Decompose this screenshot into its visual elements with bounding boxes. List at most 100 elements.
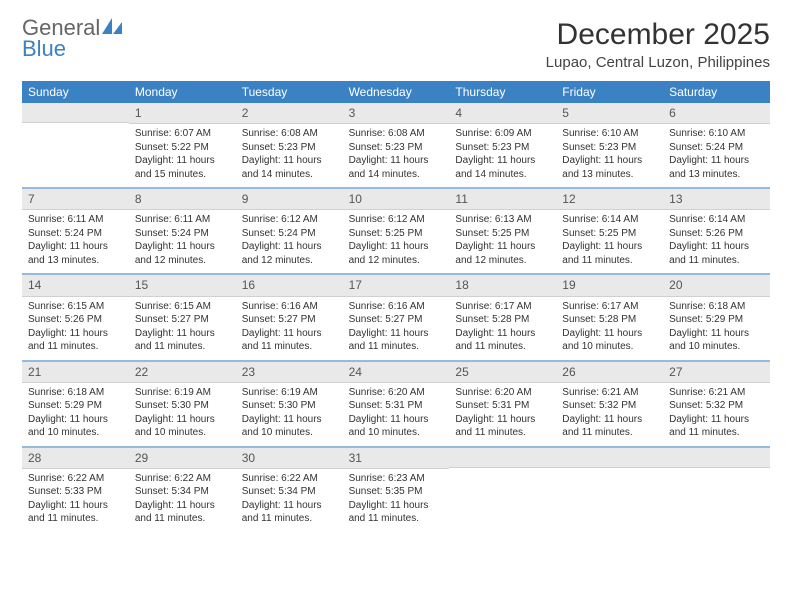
day-day1: Daylight: 11 hours: [28, 240, 123, 254]
day-day2: and 11 minutes.: [242, 340, 337, 354]
day-sunrise: Sunrise: 6:15 AM: [135, 300, 230, 314]
day-day2: and 11 minutes.: [669, 426, 764, 440]
day-cell: 9Sunrise: 6:12 AMSunset: 5:24 PMDaylight…: [236, 189, 343, 273]
day-sunset: Sunset: 5:24 PM: [28, 227, 123, 241]
day-day2: and 13 minutes.: [28, 254, 123, 268]
week-separator: [22, 273, 770, 275]
day-number: 9: [236, 189, 343, 210]
day-number: 8: [129, 189, 236, 210]
day-sunrise: Sunrise: 6:21 AM: [669, 386, 764, 400]
week-row: 21Sunrise: 6:18 AMSunset: 5:29 PMDayligh…: [22, 362, 770, 446]
day-sunrise: Sunrise: 6:09 AM: [455, 127, 550, 141]
day-sunset: Sunset: 5:22 PM: [135, 141, 230, 155]
day-sunrise: Sunrise: 6:23 AM: [349, 472, 444, 486]
day-day1: Daylight: 11 hours: [349, 413, 444, 427]
day-day1: Daylight: 11 hours: [455, 154, 550, 168]
day-number: 12: [556, 189, 663, 210]
day-sunrise: Sunrise: 6:12 AM: [349, 213, 444, 227]
day-body: Sunrise: 6:09 AMSunset: 5:23 PMDaylight:…: [449, 124, 556, 187]
day-body: Sunrise: 6:20 AMSunset: 5:31 PMDaylight:…: [449, 383, 556, 446]
weekday-header-row: Sunday Monday Tuesday Wednesday Thursday…: [22, 81, 770, 103]
day-sunset: Sunset: 5:23 PM: [242, 141, 337, 155]
day-day2: and 14 minutes.: [455, 168, 550, 182]
day-day1: Daylight: 11 hours: [242, 327, 337, 341]
day-cell: 16Sunrise: 6:16 AMSunset: 5:27 PMDayligh…: [236, 275, 343, 359]
day-sunset: Sunset: 5:27 PM: [349, 313, 444, 327]
logo-text-blue: Blue: [22, 36, 66, 61]
day-sunrise: Sunrise: 6:22 AM: [242, 472, 337, 486]
day-sunrise: Sunrise: 6:07 AM: [135, 127, 230, 141]
day-day1: Daylight: 11 hours: [562, 154, 657, 168]
day-body: Sunrise: 6:11 AMSunset: 5:24 PMDaylight:…: [22, 210, 129, 273]
day-cell: 6Sunrise: 6:10 AMSunset: 5:24 PMDaylight…: [663, 103, 770, 187]
day-body: Sunrise: 6:15 AMSunset: 5:27 PMDaylight:…: [129, 297, 236, 360]
day-day2: and 11 minutes.: [455, 340, 550, 354]
day-day1: Daylight: 11 hours: [135, 413, 230, 427]
day-sunset: Sunset: 5:28 PM: [562, 313, 657, 327]
day-cell: 26Sunrise: 6:21 AMSunset: 5:32 PMDayligh…: [556, 362, 663, 446]
day-sunset: Sunset: 5:23 PM: [349, 141, 444, 155]
day-number: 15: [129, 275, 236, 296]
day-sunrise: Sunrise: 6:08 AM: [242, 127, 337, 141]
day-sunrise: Sunrise: 6:17 AM: [455, 300, 550, 314]
month-title: December 2025: [546, 18, 770, 52]
day-sunrise: Sunrise: 6:10 AM: [669, 127, 764, 141]
day-number: 28: [22, 448, 129, 469]
day-number: 23: [236, 362, 343, 383]
title-block: December 2025 Lupao, Central Luzon, Phil…: [546, 18, 770, 71]
day-day2: and 11 minutes.: [455, 426, 550, 440]
day-body: Sunrise: 6:21 AMSunset: 5:32 PMDaylight:…: [663, 383, 770, 446]
day-number: 6: [663, 103, 770, 124]
day-sunrise: Sunrise: 6:14 AM: [669, 213, 764, 227]
day-day1: Daylight: 11 hours: [242, 413, 337, 427]
week-row: 14Sunrise: 6:15 AMSunset: 5:26 PMDayligh…: [22, 275, 770, 359]
day-number: 14: [22, 275, 129, 296]
day-cell: 31Sunrise: 6:23 AMSunset: 5:35 PMDayligh…: [343, 448, 450, 532]
day-cell: 14Sunrise: 6:15 AMSunset: 5:26 PMDayligh…: [22, 275, 129, 359]
day-day2: and 11 minutes.: [242, 512, 337, 526]
day-cell: 8Sunrise: 6:11 AMSunset: 5:24 PMDaylight…: [129, 189, 236, 273]
day-day1: Daylight: 11 hours: [669, 413, 764, 427]
day-cell: 10Sunrise: 6:12 AMSunset: 5:25 PMDayligh…: [343, 189, 450, 273]
day-day1: Daylight: 11 hours: [562, 327, 657, 341]
day-day2: and 11 minutes.: [135, 340, 230, 354]
day-body: Sunrise: 6:14 AMSunset: 5:25 PMDaylight:…: [556, 210, 663, 273]
weekday-header: Saturday: [663, 81, 770, 103]
weekday-header: Tuesday: [236, 81, 343, 103]
day-body: Sunrise: 6:18 AMSunset: 5:29 PMDaylight:…: [22, 383, 129, 446]
day-day1: Daylight: 11 hours: [28, 413, 123, 427]
day-sunset: Sunset: 5:27 PM: [242, 313, 337, 327]
day-number: 2: [236, 103, 343, 124]
day-body: Sunrise: 6:22 AMSunset: 5:34 PMDaylight:…: [129, 469, 236, 532]
day-day2: and 10 minutes.: [349, 426, 444, 440]
day-body: Sunrise: 6:12 AMSunset: 5:25 PMDaylight:…: [343, 210, 450, 273]
day-day1: Daylight: 11 hours: [135, 499, 230, 513]
day-cell: 13Sunrise: 6:14 AMSunset: 5:26 PMDayligh…: [663, 189, 770, 273]
day-sunset: Sunset: 5:32 PM: [562, 399, 657, 413]
day-number: 4: [449, 103, 556, 124]
weekday-header: Thursday: [449, 81, 556, 103]
day-day1: Daylight: 11 hours: [135, 154, 230, 168]
day-cell: 2Sunrise: 6:08 AMSunset: 5:23 PMDaylight…: [236, 103, 343, 187]
day-body: Sunrise: 6:22 AMSunset: 5:34 PMDaylight:…: [236, 469, 343, 532]
day-day1: Daylight: 11 hours: [455, 327, 550, 341]
day-day2: and 15 minutes.: [135, 168, 230, 182]
day-sunset: Sunset: 5:30 PM: [135, 399, 230, 413]
day-sunset: Sunset: 5:29 PM: [669, 313, 764, 327]
day-number: 22: [129, 362, 236, 383]
day-number: 19: [556, 275, 663, 296]
day-cell: 4Sunrise: 6:09 AMSunset: 5:23 PMDaylight…: [449, 103, 556, 187]
day-cell: 27Sunrise: 6:21 AMSunset: 5:32 PMDayligh…: [663, 362, 770, 446]
day-cell: [556, 448, 663, 532]
day-sunset: Sunset: 5:28 PM: [455, 313, 550, 327]
day-day2: and 12 minutes.: [349, 254, 444, 268]
day-sunrise: Sunrise: 6:16 AM: [242, 300, 337, 314]
day-day2: and 10 minutes.: [242, 426, 337, 440]
day-day1: Daylight: 11 hours: [28, 327, 123, 341]
day-cell: 23Sunrise: 6:19 AMSunset: 5:30 PMDayligh…: [236, 362, 343, 446]
day-sunrise: Sunrise: 6:22 AM: [28, 472, 123, 486]
day-number: 27: [663, 362, 770, 383]
day-day2: and 13 minutes.: [562, 168, 657, 182]
day-day2: and 10 minutes.: [135, 426, 230, 440]
day-body: Sunrise: 6:17 AMSunset: 5:28 PMDaylight:…: [556, 297, 663, 360]
